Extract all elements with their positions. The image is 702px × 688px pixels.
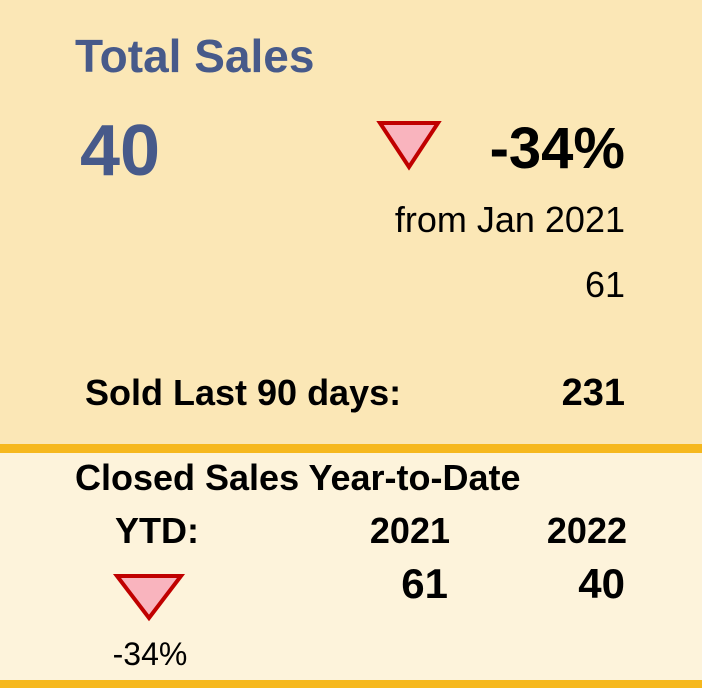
down-arrow [376,121,442,171]
down-arrow [112,574,186,622]
comparison-label: from Jan 2021 [395,199,625,240]
title: Total Sales [75,30,314,82]
bottom-title: Closed Sales Year-to-Date [75,457,521,498]
current-value: 40 [80,111,160,191]
column-value: 61 [401,560,448,607]
bottom-border [0,680,702,688]
last90-label: Sold Last 90 days: [85,372,401,413]
divider [0,444,702,453]
column-header: 2021 [370,510,450,551]
column-value: 40 [578,560,625,607]
last90-value: 231 [562,372,625,414]
top-panel [0,0,702,444]
bottom-panel [0,453,702,680]
column-header: 2022 [547,510,627,551]
comparison-value: 61 [585,264,625,305]
ytd-label: YTD: [115,510,199,551]
ytd-change: -34% [113,636,188,672]
change: -34% [490,116,625,181]
